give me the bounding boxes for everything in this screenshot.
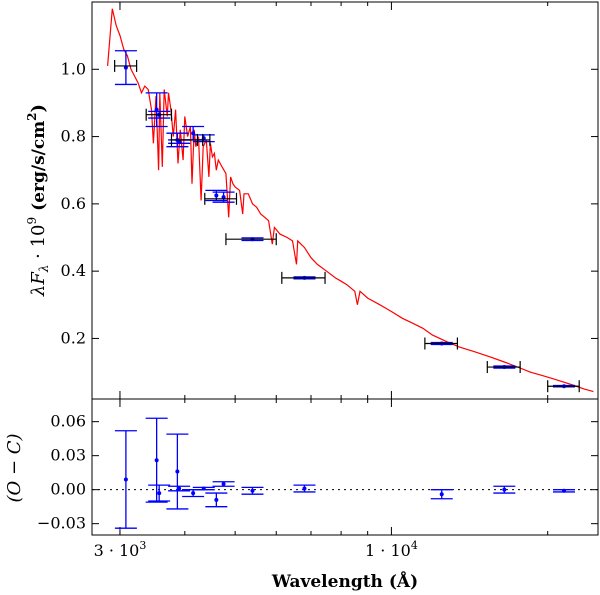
residual-point (212, 481, 235, 487)
observed-marker (214, 193, 219, 198)
observed-point (148, 110, 171, 119)
residual-marker (157, 491, 162, 496)
observed-marker (154, 107, 159, 112)
top-y-tick-label: 0.2 (61, 328, 86, 347)
residual-marker (221, 482, 226, 486)
residual-marker (154, 458, 159, 463)
synthetic-point (547, 380, 580, 393)
top-y-tick-label: 1.0 (61, 59, 86, 78)
top-panel-frame (91, 1, 599, 400)
x-tick-label: 3 · 103 (94, 539, 147, 560)
residual-marker (201, 486, 206, 491)
synthetic-point (424, 337, 458, 350)
bottom-y-axis-label: (O − C) (4, 433, 25, 502)
synthetic-point (114, 59, 138, 72)
residual-marker (214, 497, 219, 502)
residual-marker (250, 488, 255, 493)
residual-point (241, 486, 264, 495)
observed-point (212, 191, 235, 203)
top-plot-area (107, 8, 594, 393)
x-tick-label: 1 · 104 (365, 539, 418, 560)
residual-marker (191, 491, 196, 496)
residual-point (552, 488, 575, 493)
synthetic-point (225, 233, 277, 246)
residual-point (168, 485, 191, 492)
bottom-y-tick-label: −0.03 (37, 514, 86, 533)
bottom-y-tick-label: 0.03 (50, 446, 86, 465)
residual-marker (302, 486, 307, 491)
top-y-tick-label: 0.6 (61, 194, 86, 213)
residual-point (205, 492, 228, 508)
observed-point (192, 134, 215, 143)
residual-point (166, 433, 189, 510)
synthetic-point (281, 271, 326, 284)
observed-marker (123, 65, 128, 70)
residual-marker (123, 477, 128, 482)
top-y-tick-label: 0.4 (61, 261, 86, 280)
residual-marker (502, 487, 507, 492)
top-y-ticks: 0.2 0.4 0.6 0.8 1.0 (61, 59, 598, 347)
residual-point (148, 484, 171, 502)
residual-marker (561, 488, 566, 493)
residual-point (293, 484, 316, 493)
observed-marker (191, 131, 196, 136)
observed-point (114, 50, 137, 86)
top-y-tick-label: 0.8 (61, 127, 86, 146)
residual-marker (439, 492, 444, 497)
observed-marker (221, 195, 226, 200)
bottom-plot-area (92, 417, 598, 529)
synthetic-point (196, 133, 211, 146)
bottom-y-tick-label: 0.06 (50, 412, 86, 431)
x-axis-label: Wavelength (Å) (271, 570, 418, 592)
observed-point (293, 275, 316, 280)
bottom-y-ticks: −0.03 0.00 0.03 0.06 (37, 412, 598, 533)
residual-point (145, 417, 168, 503)
synthetic-point (204, 192, 238, 205)
x-ticks: 3 · 103 1 · 104 (94, 2, 549, 560)
bottom-y-tick-label: 0.00 (50, 480, 86, 499)
residual-marker (177, 486, 182, 491)
synthetic-point (145, 108, 173, 121)
residual-point (430, 489, 453, 500)
top-y-axis-label: λFλ · 109(erg/s/cm2) (25, 104, 51, 297)
residual-marker (175, 469, 180, 474)
observed-marker (177, 139, 182, 144)
residual-point (493, 485, 516, 494)
synthetic-point (486, 361, 521, 374)
bottom-panel-frame (91, 398, 599, 536)
observed-point (145, 92, 168, 128)
model-spectrum-line (107, 8, 594, 393)
residual-point (192, 486, 215, 491)
residual-point (114, 430, 137, 529)
